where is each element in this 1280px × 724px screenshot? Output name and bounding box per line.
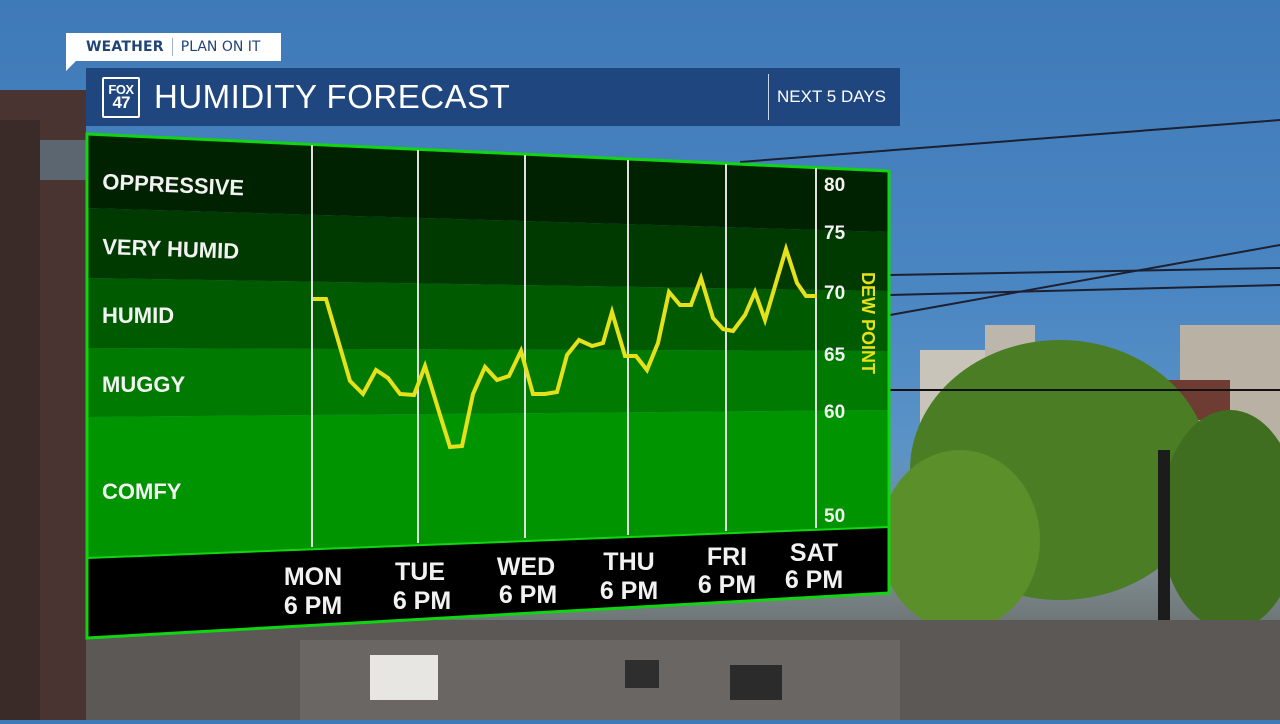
day-label-thu: THU bbox=[603, 548, 654, 576]
y-axis-ticks: 80 75 70 65 60 50 bbox=[824, 175, 846, 527]
title-bar: FOX 47 HUMIDITY FORECAST NEXT 5 DAYS bbox=[86, 68, 900, 126]
range-divider bbox=[768, 74, 770, 120]
weather-brand-tag: WEATHER PLAN ON IT bbox=[66, 33, 281, 61]
brand-tag-tail bbox=[66, 61, 76, 71]
x-axis-label-bar bbox=[87, 527, 889, 638]
band-muggy bbox=[87, 348, 889, 417]
y-tick-50: 50 bbox=[824, 506, 845, 527]
band-label-muggy: MUGGY bbox=[102, 372, 185, 397]
logo-top: FOX bbox=[108, 81, 134, 97]
chart-border bbox=[85, 132, 891, 640]
time-label-mon: 6 PM bbox=[284, 592, 342, 620]
time-label-fri: 6 PM bbox=[698, 571, 756, 599]
page-title: HUMIDITY FORECAST bbox=[154, 78, 511, 115]
y-tick-80: 80 bbox=[824, 175, 845, 196]
y-tick-65: 65 bbox=[824, 345, 846, 366]
band-oppressive bbox=[87, 134, 889, 232]
band-comfy bbox=[87, 410, 889, 558]
y-tick-75: 75 bbox=[824, 223, 846, 244]
x-axis-labels: MON 6 PM TUE 6 PM WED 6 PM THU 6 PM FRI … bbox=[284, 539, 843, 620]
dew-point-line bbox=[313, 242, 817, 450]
day-gridlines bbox=[311, 145, 817, 547]
band-humid bbox=[87, 278, 889, 351]
y-tick-60: 60 bbox=[824, 402, 845, 423]
day-label-tue: TUE bbox=[395, 558, 445, 586]
time-label-sat: 6 PM bbox=[785, 566, 843, 594]
band-very-humid bbox=[87, 208, 889, 291]
time-label-thu: 6 PM bbox=[600, 577, 658, 605]
brand-tagline: PLAN ON IT bbox=[180, 39, 261, 55]
day-label-fri: FRI bbox=[707, 543, 747, 571]
day-label-sat: SAT bbox=[790, 539, 838, 567]
forecast-range: NEXT 5 DAYS bbox=[768, 74, 900, 120]
day-label-wed: WED bbox=[497, 553, 555, 581]
day-label-mon: MON bbox=[284, 563, 342, 591]
axis-bar-separator bbox=[86, 526, 890, 559]
band-label-humid: HUMID bbox=[102, 303, 174, 328]
brand-section: WEATHER bbox=[86, 39, 164, 55]
time-label-tue: 6 PM bbox=[393, 587, 451, 615]
range-label: NEXT 5 DAYS bbox=[777, 87, 886, 106]
logo-bottom: 47 bbox=[112, 93, 131, 113]
y-axis-title: DEW POINT bbox=[858, 272, 878, 374]
fox47-logo-icon: FOX 47 bbox=[102, 76, 140, 118]
y-tick-70: 70 bbox=[824, 283, 845, 304]
brand-divider bbox=[171, 38, 173, 56]
time-label-wed: 6 PM bbox=[499, 581, 557, 609]
band-label-very-humid: VERY HUMID bbox=[102, 234, 240, 264]
band-label-comfy: COMFY bbox=[102, 479, 182, 504]
